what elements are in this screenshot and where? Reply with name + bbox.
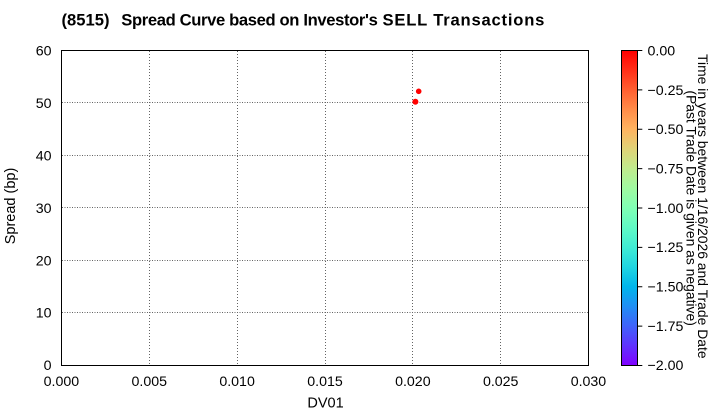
svg-text:Time in years between 1/16/202: Time in years between 1/16/2026 and Trad… xyxy=(695,54,711,359)
svg-text:(8515): (8515) xyxy=(62,11,110,30)
svg-text:0: 0 xyxy=(44,358,52,374)
svg-text:10: 10 xyxy=(36,306,52,322)
svg-text:−0.25: −0.25 xyxy=(648,83,684,99)
svg-text:0.000: 0.000 xyxy=(44,374,80,390)
svg-text:−0.75: −0.75 xyxy=(648,162,684,178)
svg-text:60: 60 xyxy=(36,44,52,60)
svg-text:50: 50 xyxy=(36,96,52,112)
svg-text:SELL Transactions: SELL Transactions xyxy=(383,11,546,30)
svg-text:−1.50: −1.50 xyxy=(648,280,684,296)
svg-text:0.030: 0.030 xyxy=(571,374,607,390)
svg-text:Spread (bp): Spread (bp) xyxy=(3,168,19,245)
svg-text:−2.00: −2.00 xyxy=(648,358,684,374)
svg-text:0.005: 0.005 xyxy=(131,374,167,390)
svg-text:0.020: 0.020 xyxy=(395,374,431,390)
svg-text:40: 40 xyxy=(36,148,52,164)
svg-text:0.015: 0.015 xyxy=(307,374,343,390)
svg-text:Spread Curve based on Investor: Spread Curve based on Investor's xyxy=(121,11,377,30)
svg-text:(Past Trade Date is given as n: (Past Trade Date is given as negative) xyxy=(683,90,699,326)
svg-text:20: 20 xyxy=(36,253,52,269)
svg-text:−0.50: −0.50 xyxy=(648,122,684,138)
svg-text:−1.00: −1.00 xyxy=(648,201,684,217)
svg-text:−1.75: −1.75 xyxy=(648,319,684,335)
svg-text:0.00: 0.00 xyxy=(648,44,676,60)
svg-text:0.025: 0.025 xyxy=(483,374,519,390)
svg-text:DV01: DV01 xyxy=(307,395,343,411)
svg-text:−1.25: −1.25 xyxy=(648,240,684,256)
svg-text:30: 30 xyxy=(36,201,52,217)
svg-text:0.010: 0.010 xyxy=(219,374,255,390)
